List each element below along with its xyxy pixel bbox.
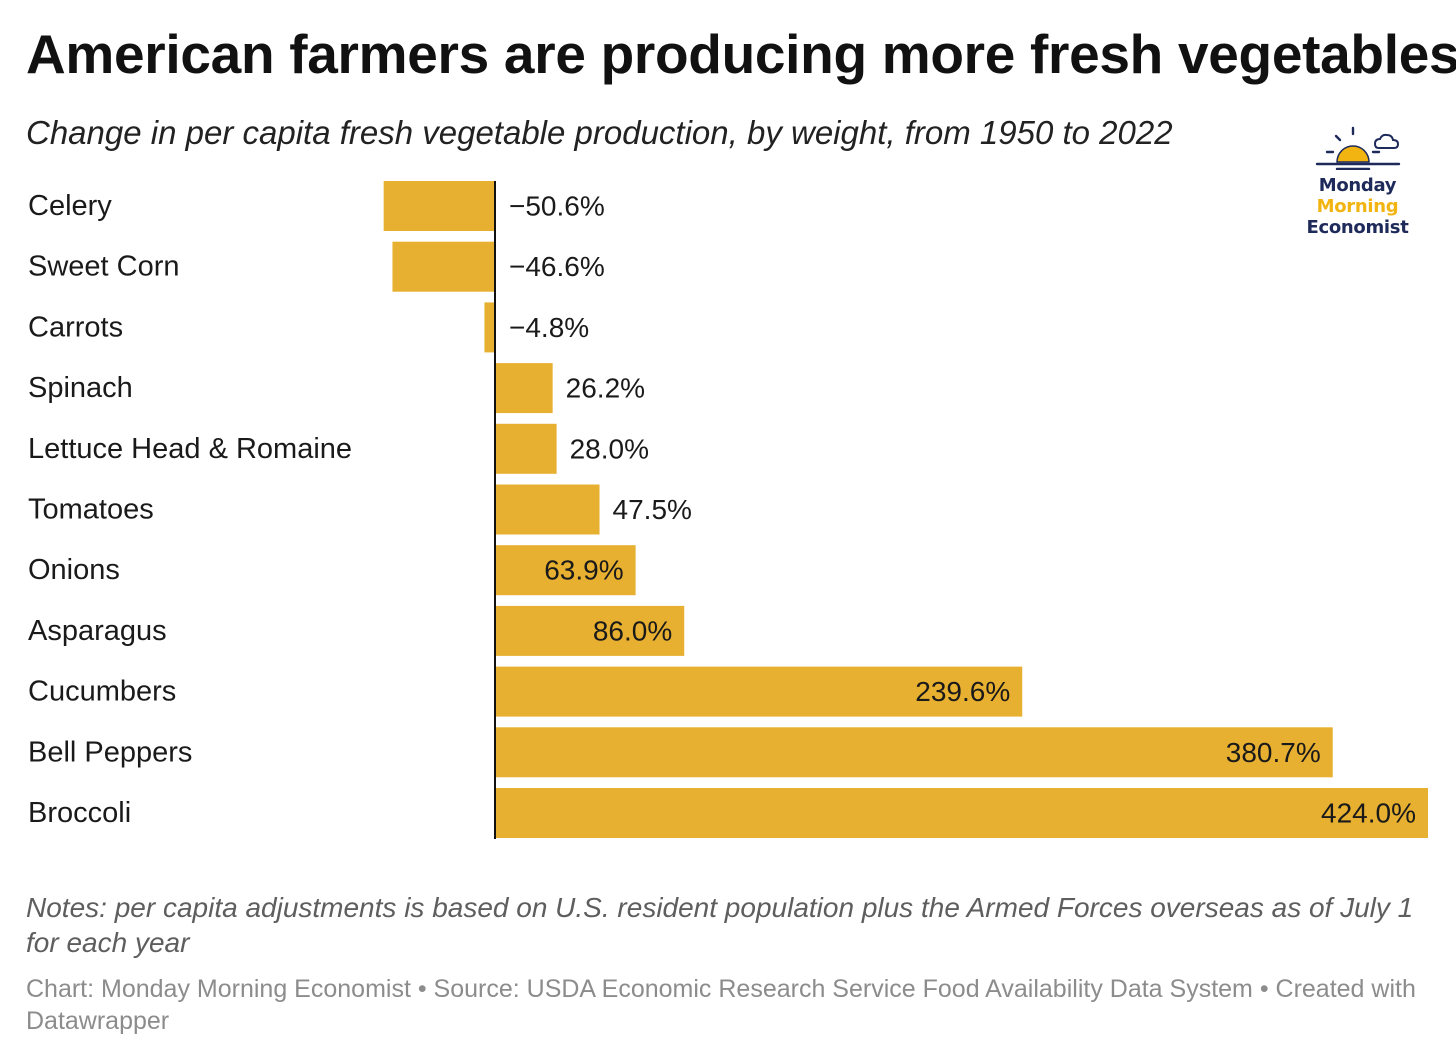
category-label-celery: Celery [28,190,112,222]
logo-word-monday: Monday [1318,175,1397,196]
bar-onions [495,545,636,596]
bar-celery [383,181,495,231]
sunrise-cloud-icon [1315,126,1400,171]
logo-word-morning: Morning [1316,196,1399,217]
value-label-tomatoes: 47.5% [613,494,692,525]
bar-sweet-corn [392,241,495,292]
category-label-sweet-corn: Sweet Corn [28,251,180,283]
bar-broccoli [495,788,1428,838]
value-label-bell-peppers: 380.7% [1226,737,1321,768]
bar-cucumbers [495,666,1023,717]
logo-word-economist: Economist [1306,217,1409,238]
category-label-spinach: Spinach [28,372,133,404]
category-label-cucumbers: Cucumbers [28,676,176,708]
value-label-carrots: −4.8% [509,312,589,343]
chart-notes: Notes: per capita adjustments is based o… [26,892,1414,958]
bar-lettuce-head-romaine [495,423,557,474]
category-label-asparagus: Asparagus [28,615,167,647]
monday-morning-economist-logo: Monday Morning Economist [1300,126,1415,238]
bar-spinach [495,363,553,414]
category-label-onions: Onions [28,554,120,586]
category-label-bell-peppers: Bell Peppers [28,736,192,768]
bar-tomatoes [495,484,600,535]
category-label-broccoli: Broccoli [28,797,131,829]
value-label-sweet-corn: −46.6% [509,251,605,282]
bar-asparagus [495,605,685,656]
value-label-broccoli: 424.0% [1321,798,1416,829]
category-label-carrots: Carrots [28,311,123,343]
bar-carrots [484,302,495,353]
value-label-cucumbers: 239.6% [915,676,1010,707]
value-label-celery: −50.6% [509,191,605,222]
value-label-lettuce-head-romaine: 28.0% [570,433,649,464]
value-label-spinach: 26.2% [566,373,645,404]
value-label-asparagus: 86.0% [593,615,672,646]
chart-subtitle: Change in per capita fresh vegetable pro… [26,114,1173,151]
value-label-onions: 63.9% [544,555,623,586]
bar-chart: Celery −50.6% Sweet Corn −46.6% Carrots −4.8%… [28,181,1428,839]
chart-title: American farmers are producing more fres… [26,23,1456,85]
category-label-tomatoes: Tomatoes [28,494,154,526]
chart-credit: Chart: Monday Morning Economist • Source… [26,975,1416,1035]
category-label-lettuce-head-romaine: Lettuce Head & Romaine [28,433,352,465]
bar-bell-peppers [495,727,1333,778]
